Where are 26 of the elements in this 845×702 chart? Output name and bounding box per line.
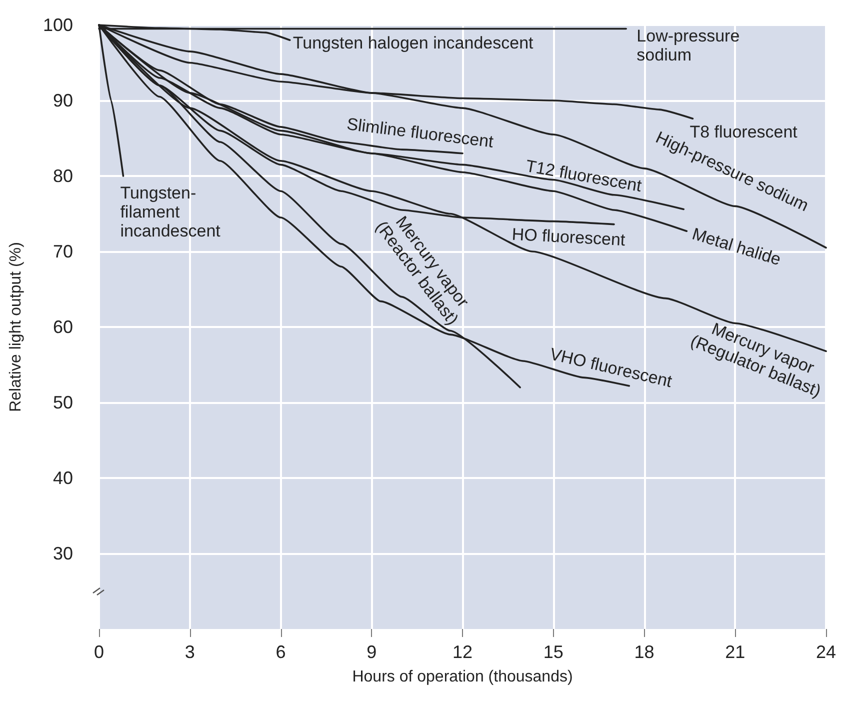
x-tick-label: 0 <box>94 642 104 662</box>
x-tick-label: 6 <box>276 642 286 662</box>
x-tick-label: 24 <box>816 642 836 662</box>
y-tick-label: 70 <box>52 242 73 262</box>
series-label: Low-pressure sodium <box>636 26 740 65</box>
y-tick-label: 100 <box>42 15 73 35</box>
y-tick-label: 50 <box>52 392 73 412</box>
text: Slimline fluorescent <box>346 114 495 152</box>
x-tick-label: 3 <box>184 642 195 662</box>
x-tick-label: 9 <box>366 642 377 662</box>
series-label: Tungsten halogen incandescent <box>292 34 534 53</box>
y-axis-title: Relative light output (%) <box>8 242 24 412</box>
y-tick-label: 40 <box>52 468 73 488</box>
y-tick-label: 30 <box>52 544 73 564</box>
x-tick-label: 18 <box>634 642 654 662</box>
series-label: Tungsten- filament incandescent <box>120 184 221 241</box>
x-tick-label: 15 <box>543 642 564 662</box>
y-tick-label: 90 <box>52 90 73 110</box>
y-tick-label: 60 <box>52 317 73 337</box>
x-tick-label: 12 <box>452 642 473 662</box>
x-tick-label: 21 <box>725 642 746 662</box>
y-tick-label: 80 <box>52 166 73 186</box>
text: T12 fluorescent <box>524 156 644 196</box>
x-axis-title: Hours of operation (thousands) <box>352 668 573 686</box>
series-label: HO fluorescent <box>511 224 626 250</box>
text: Metal halide <box>690 224 784 270</box>
